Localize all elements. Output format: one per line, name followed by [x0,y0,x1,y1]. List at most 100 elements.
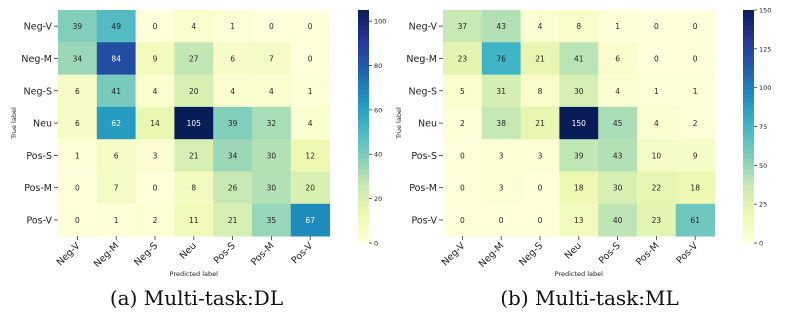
heatmap-cell [174,42,214,75]
heatmap-cell [520,139,560,172]
cell-value-label: 1 [615,22,620,31]
cell-value-label: 62 [111,119,121,128]
heatmap-cell [637,203,677,237]
heatmap-cell [559,42,599,75]
cell-value-label: 0 [75,216,80,225]
cell-value-label: 14 [150,119,160,128]
cell-value-label: 105 [187,119,202,128]
cell-value-label: 3 [499,184,504,193]
heatmap-cell [213,42,253,75]
colorbar-tick-label: 100 [759,84,771,92]
cell-value-label: 1 [75,151,80,160]
cell-value-label: 38 [496,119,506,128]
heatmap-cell [213,171,253,205]
x-tick-label: Pos-M [249,240,276,267]
cell-value-label: 43 [613,151,623,160]
cell-value-label: 34 [228,151,238,160]
heatmap-cell [174,106,214,140]
y-tick-label: Pos-V [26,215,52,226]
cell-value-label: 30 [613,184,623,193]
heatmap-cell [598,42,638,75]
heatmap-cell [637,139,677,172]
cell-value-label: 0 [308,22,313,31]
cell-value-label: 4 [191,22,196,31]
heatmap-cell [252,203,292,237]
cell-value-label: 3 [153,151,158,160]
cell-value-label: 6 [230,54,235,63]
heatmap-cell [559,203,599,237]
x-axis-label: Predicted label [555,270,603,278]
heatmap-cell [174,139,214,172]
cell-value-label: 18 [574,184,584,193]
heatmap-cell [213,139,253,172]
heatmap-cell [481,139,521,172]
cell-value-label: 37 [458,22,468,31]
cell-value-label: 20 [305,184,315,193]
heatmap-cell [174,10,214,43]
heatmap-cell [598,106,638,140]
y-axis-label: True label [395,107,403,140]
heatmap-cell [520,74,560,108]
heatmap-cell [598,171,638,205]
cell-value-label: 1 [654,87,659,96]
x-tick-label: Neu [563,240,584,261]
cell-value-label: 6 [75,87,80,96]
heatmap-cell [675,42,715,75]
cell-value-label: 23 [458,54,468,63]
cell-value-label: 18 [690,184,700,193]
cell-value-label: 39 [73,22,83,31]
cell-value-label: 31 [496,87,506,96]
heatmap-cell [252,139,292,172]
cell-value-label: 0 [153,22,158,31]
heatmap-cell [443,106,483,140]
heatmap-cell [135,139,175,172]
x-tick-label: Pos-V [289,240,315,266]
heatmap-cell [135,74,175,108]
heatmap-cell [96,171,136,205]
colorbar-tick-label: 125 [759,45,771,53]
heatmap-cell [481,42,521,75]
cell-value-label: 21 [228,216,238,225]
heatmap-cell [520,42,560,75]
heatmap-cell [135,10,175,43]
cell-value-label: 6 [75,119,80,128]
cell-value-label: 4 [269,87,274,96]
y-axis-label: True label [10,107,18,140]
heatmap-cell [213,106,253,140]
heatmap-cell [135,203,175,237]
heatmap-cell [559,10,599,43]
cell-value-label: 21 [189,151,199,160]
heatmap-cell [135,171,175,205]
cell-value-label: 0 [269,22,274,31]
heatmap-cell [637,171,677,205]
heatmap-cell [96,74,136,108]
heatmap-cell [520,171,560,205]
heatmap-cell [675,10,715,43]
heatmap-cell [213,10,253,43]
cell-value-label: 32 [267,119,277,128]
heatmap-cell [598,10,638,43]
cell-value-label: 13 [574,216,584,225]
x-axis-label: Predicted label [170,270,218,278]
cell-value-label: 30 [574,87,584,96]
heatmap-cell [520,203,560,237]
y-tick-label: Pos-V [411,215,437,226]
x-tick-label: Neg-S [132,240,160,268]
cell-value-label: 0 [460,216,465,225]
cell-value-label: 30 [267,184,277,193]
cell-value-label: 7 [114,184,119,193]
cell-value-label: 21 [535,119,545,128]
heatmap-cell [135,106,175,140]
cell-value-label: 1 [693,87,698,96]
cell-value-label: 0 [538,216,543,225]
cell-value-label: 27 [189,54,199,63]
cell-value-label: 2 [693,119,698,128]
x-tick-label: Neg-V [440,240,468,268]
cell-value-label: 0 [693,22,698,31]
heatmap-cell [96,10,136,43]
heatmap-cell [96,139,136,172]
cell-value-label: 0 [75,184,80,193]
colorbar-tick-label: 60 [374,106,382,114]
x-tick-label: Pos-M [634,240,661,267]
x-tick-label: Pos-S [212,240,238,266]
